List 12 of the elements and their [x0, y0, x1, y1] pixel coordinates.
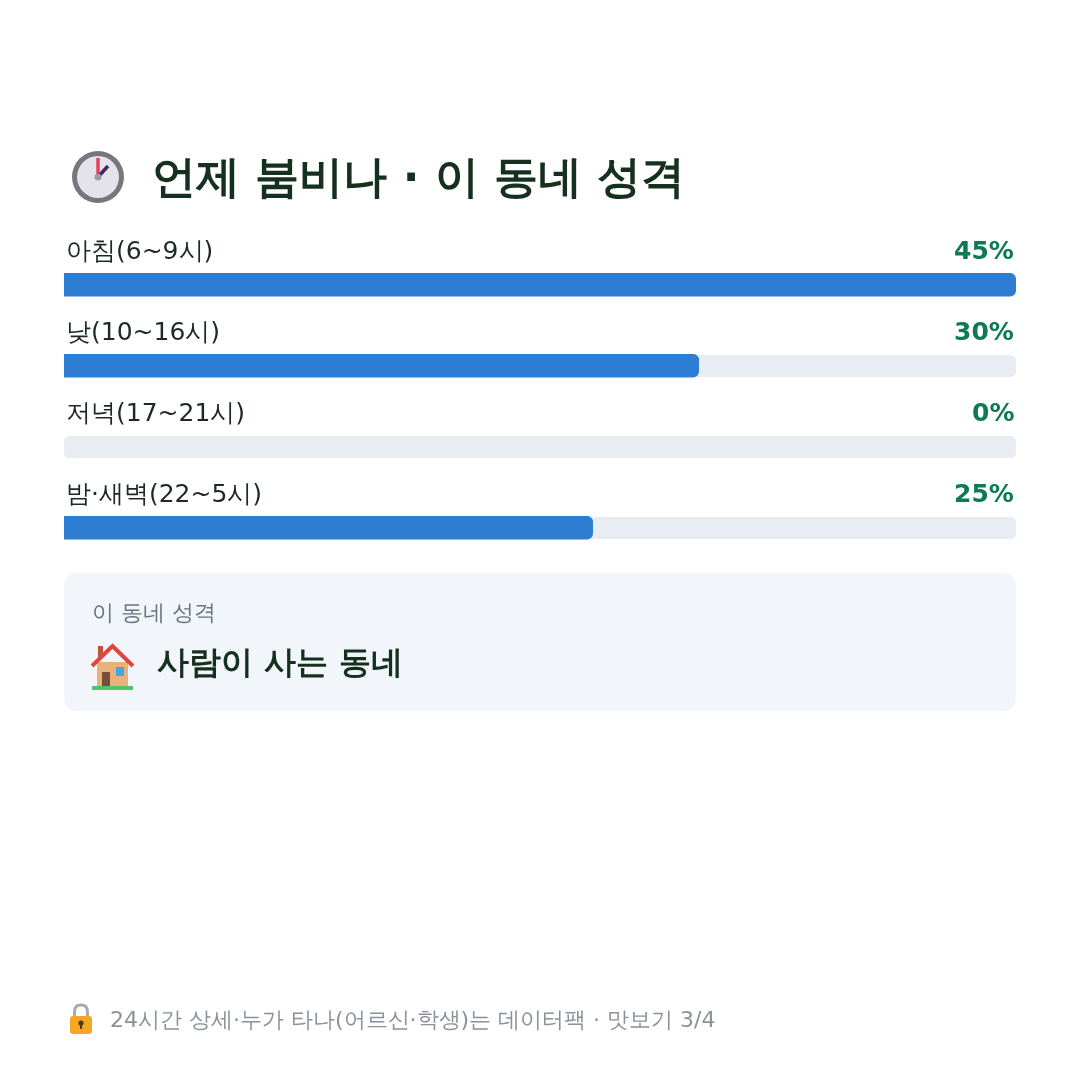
text: 이 동네 성격 [92, 600, 216, 625]
y-tick-label: 아침(6~9시) [66, 236, 214, 265]
y-tick-label: 밤·새벽(22~5시) [66, 479, 263, 508]
data-label: 30% [954, 317, 1014, 346]
data-label: 0% [972, 398, 1015, 427]
text: 24시간 상세·누가 타나(어르신·학생)는 데이터팩 · 맛보기 3/4 [110, 1007, 716, 1032]
data-label: 45% [954, 236, 1014, 265]
data-label: 25% [954, 479, 1014, 508]
text: 사람이 사는 동네 [157, 643, 404, 681]
y-tick-label: 저녁(17~21시) [66, 398, 246, 427]
y-tick-label: 낮(10~16시) [66, 317, 221, 346]
chart-title: 언제 붐비나 · 이 동네 성격 [152, 151, 686, 203]
